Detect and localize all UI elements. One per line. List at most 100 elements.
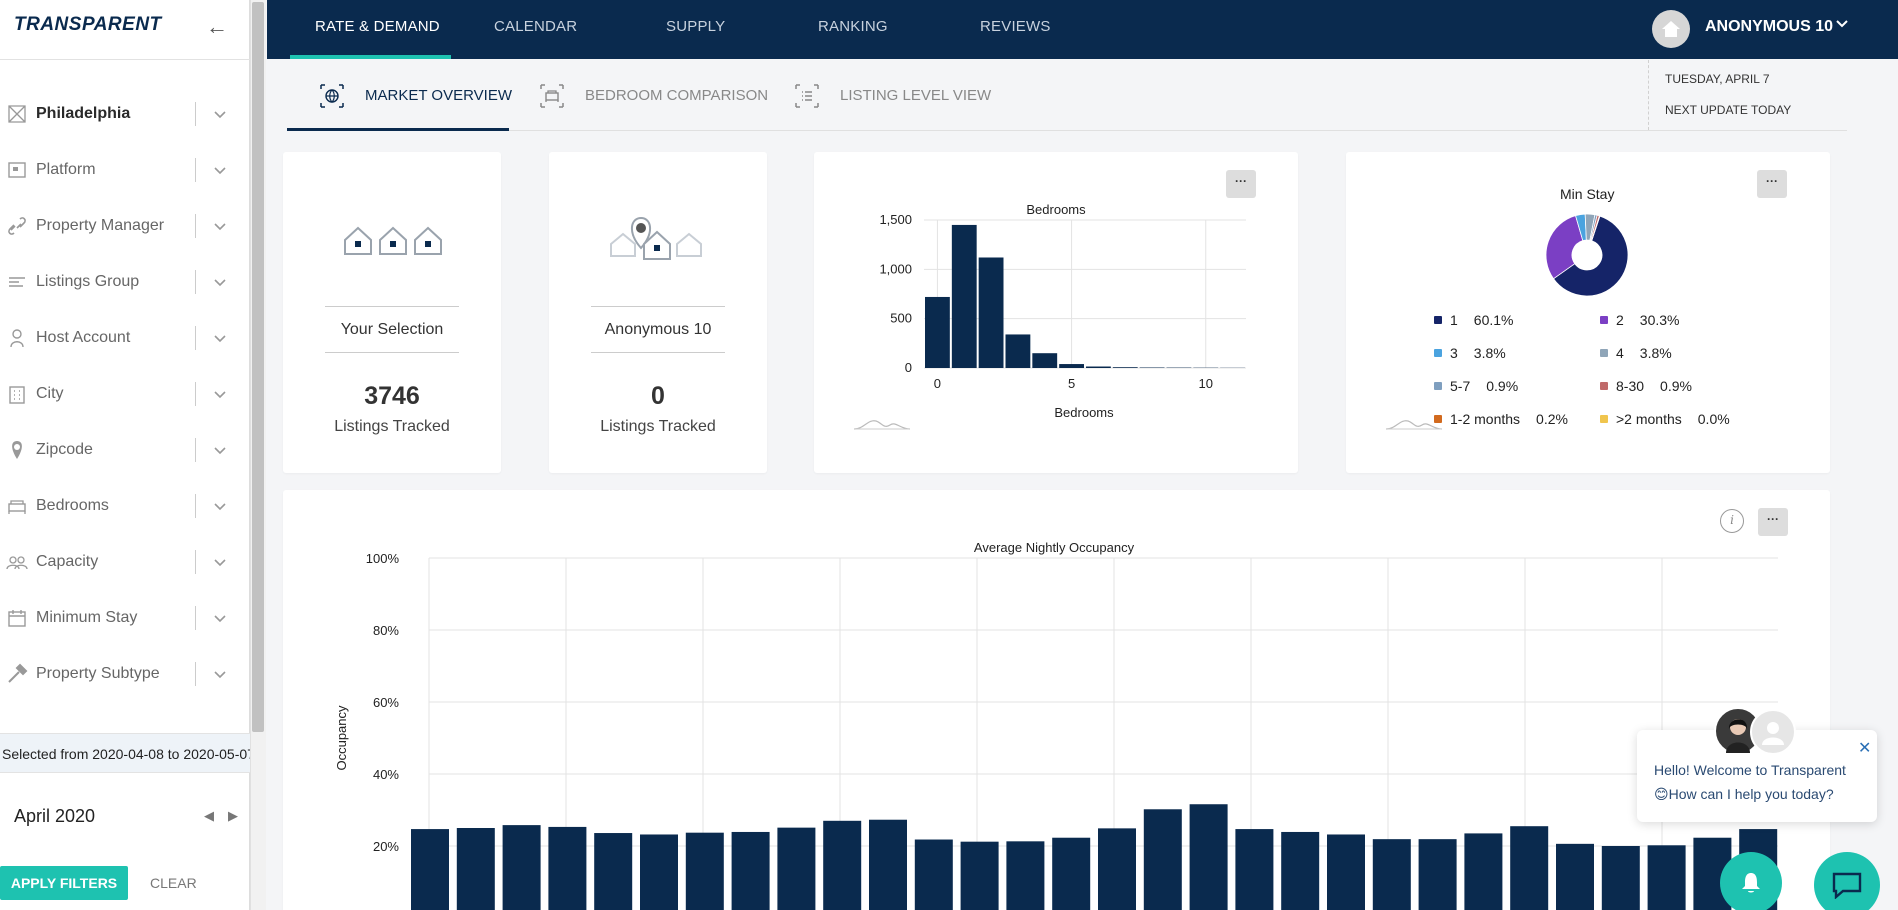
info-icon[interactable]: i <box>1720 509 1744 533</box>
filter-bedrooms[interactable]: Bedrooms <box>0 478 250 534</box>
legend-item[interactable]: 2 30.3% <box>1600 312 1680 328</box>
chevron-down-icon[interactable] <box>208 107 232 122</box>
divider <box>195 606 196 630</box>
link-icon <box>6 215 28 237</box>
divider <box>0 59 250 60</box>
subtab-listing-level-view[interactable]: LISTING LEVEL VIEW <box>794 60 991 131</box>
legend-label: 5-7 <box>1450 378 1471 394</box>
filter-label: Zipcode <box>36 441 93 458</box>
collapse-sidebar-icon[interactable]: ← <box>206 14 228 39</box>
bar <box>1059 364 1084 368</box>
chevron-down-icon[interactable] <box>208 331 232 346</box>
legend-label: 1-2 months <box>1450 411 1521 427</box>
subtab-label: BEDROOM COMPARISON <box>585 87 769 104</box>
building-icon <box>6 383 28 405</box>
legend-item[interactable]: 5-7 0.9% <box>1434 378 1518 394</box>
bar <box>1006 841 1045 910</box>
clear-filters-button[interactable]: CLEAR FILTERS <box>150 875 207 910</box>
chart-title: Min Stay <box>1560 186 1615 202</box>
filter-platform[interactable]: Platform <box>0 142 250 198</box>
bar <box>731 831 770 910</box>
legend-swatch <box>1600 316 1608 324</box>
open-chat-button[interactable] <box>1814 852 1880 910</box>
user-name[interactable]: ANONYMOUS 10 <box>1705 18 1834 35</box>
chat-question: 😊How can I help you today? <box>1654 786 1834 803</box>
more-options-button[interactable]: ··· <box>1757 170 1787 198</box>
more-options-button[interactable]: ··· <box>1226 170 1256 198</box>
filter-property-manager[interactable]: Property Manager <box>0 198 250 254</box>
legend-value: 0.9% <box>1660 378 1692 394</box>
bar <box>1510 826 1549 910</box>
prev-month-icon[interactable]: ◀ <box>204 808 214 823</box>
y-tick-label: 0 <box>905 360 912 375</box>
bar <box>1235 829 1274 910</box>
subtab-bedroom-comparison[interactable]: BEDROOM COMPARISON <box>539 60 768 131</box>
houses-icon <box>344 226 442 255</box>
filter-zipcode[interactable]: Zipcode <box>0 422 250 478</box>
y-tick-label: 1,000 <box>879 261 912 276</box>
sparkline-icon <box>1386 420 1442 430</box>
legend-value: 30.3% <box>1639 312 1680 328</box>
chevron-down-icon[interactable] <box>208 275 232 290</box>
more-options-button[interactable]: ··· <box>1758 508 1788 536</box>
tab-ranking[interactable]: RANKING <box>818 18 888 35</box>
chart-title: Average Nightly Occupancy <box>974 540 1135 555</box>
filter-city[interactable]: City <box>0 366 250 422</box>
filter-property-subtype[interactable]: Property Subtype <box>0 646 250 702</box>
tab-supply[interactable]: SUPPLY <box>666 18 726 35</box>
next-month-icon[interactable]: ▶ <box>228 808 238 823</box>
min-stay-chart-card: ··· Min Stay 1 60.1% 2 30.3% 3 3.8% 4 3.8% 5-7 0.… <box>1346 152 1830 473</box>
bed-icon <box>6 495 28 517</box>
chevron-down-icon[interactable] <box>208 387 232 402</box>
filter-host-account[interactable]: Host Account <box>0 310 250 366</box>
legend-value: 0.0% <box>1697 411 1730 427</box>
tab-calendar[interactable]: CALENDAR <box>494 18 578 35</box>
legend-item[interactable]: >2 months 0.0% <box>1600 411 1730 427</box>
kpi-subtitle: Listings Tracked <box>600 418 716 435</box>
legend-item[interactable]: 1-2 months 0.2% <box>1434 411 1568 427</box>
y-axis-label: Occupancy <box>334 705 349 771</box>
close-icon[interactable]: ✕ <box>1858 740 1872 757</box>
divider <box>195 158 196 182</box>
tab-rate-demand[interactable]: RATE & DEMAND <box>315 18 440 35</box>
host-icon <box>6 327 28 349</box>
chevron-down-icon[interactable] <box>208 499 232 514</box>
bar <box>960 841 999 910</box>
list-icon <box>6 271 28 293</box>
notification-bell-button[interactable] <box>1720 852 1782 910</box>
chevron-down-icon[interactable] <box>1836 18 1848 32</box>
bedrooms-chart: 0 500 1,000 1,500 0 5 10 Bedrooms Bedrooms <box>879 202 1246 420</box>
bedrooms-chart-card: ··· 0 500 1,000 1,500 0 5 10 Bedrooms Bedrooms <box>814 152 1298 473</box>
kpi-value: 0 <box>651 382 665 410</box>
subtab-market-overview[interactable]: MARKET OVERVIEW <box>319 60 512 131</box>
bar <box>914 839 953 910</box>
chat-greeting: Hello! Welcome to Transparent <box>1654 762 1846 778</box>
legend-value: 0.2% <box>1536 411 1568 427</box>
chevron-down-icon[interactable] <box>208 443 232 458</box>
x-tick-label: 0 <box>934 376 941 391</box>
occupancy-chart-card: ··· 20% 40% 60% 80% 100% Average Nightly Occu… <box>283 490 1830 910</box>
bar <box>1052 837 1091 910</box>
legend-swatch <box>1600 349 1608 357</box>
current-date: TUESDAY, APRIL 7 <box>1665 72 1770 86</box>
filter-minimum-stay[interactable]: Minimum Stay <box>0 590 250 646</box>
chevron-down-icon[interactable] <box>208 163 232 178</box>
chevron-down-icon[interactable] <box>208 667 232 682</box>
filter-capacity[interactable]: Capacity <box>0 534 250 590</box>
legend-label: 2 <box>1616 312 1624 328</box>
chevron-down-icon[interactable] <box>208 219 232 234</box>
filter-label: Minimum Stay <box>36 609 138 626</box>
chevron-down-icon[interactable] <box>208 555 232 570</box>
user-avatar[interactable] <box>1652 10 1690 48</box>
apply-filters-button[interactable]: APPLY FILTERS <box>0 866 128 900</box>
filter-philadelphia[interactable]: Philadelphia <box>0 86 250 142</box>
tab-reviews[interactable]: REVIEWS <box>980 18 1051 35</box>
legend-item[interactable]: 4 3.8% <box>1600 345 1672 361</box>
filter-label: Property Subtype <box>36 665 160 682</box>
filter-listings-group[interactable]: Listings Group <box>0 254 250 310</box>
legend-item[interactable]: 3 3.8% <box>1434 345 1506 361</box>
legend-item[interactable]: 1 60.1% <box>1434 312 1514 328</box>
sidebar-scroll-thumb[interactable] <box>252 2 264 732</box>
legend-item[interactable]: 8-30 0.9% <box>1600 378 1692 394</box>
chevron-down-icon[interactable] <box>208 611 232 626</box>
